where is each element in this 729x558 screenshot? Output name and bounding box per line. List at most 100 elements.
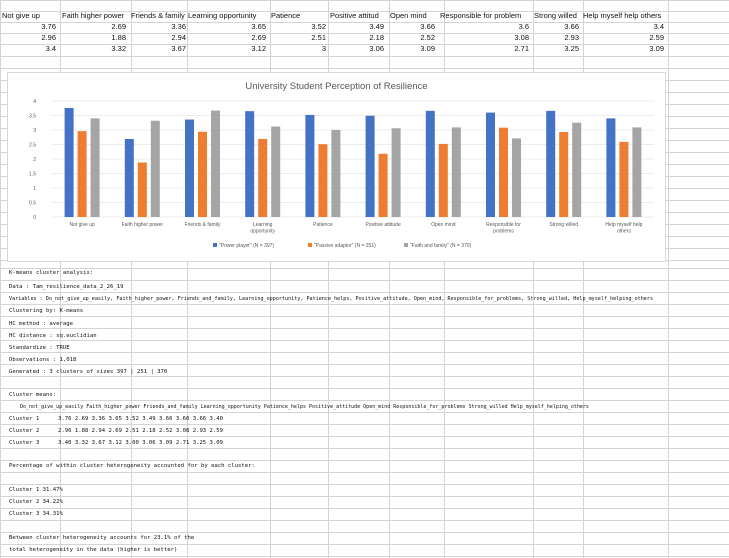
table-cell[interactable]: 1.88	[111, 33, 126, 42]
bar	[619, 141, 629, 217]
y-tick-label: 4	[33, 99, 36, 105]
bar	[365, 115, 375, 217]
table-cell[interactable]: 2.69	[111, 22, 126, 31]
y-tick-label: 0	[33, 215, 36, 221]
table-cell[interactable]: 2.18	[369, 33, 384, 42]
bar	[318, 144, 328, 217]
chart-container[interactable]: University Student Perception of Resilie…	[7, 72, 666, 262]
bar-chart: University Student Perception of Resilie…	[29, 81, 654, 249]
column-header[interactable]: Positive attitud	[330, 11, 379, 20]
x-tick-label: others	[617, 229, 631, 235]
bar	[137, 162, 147, 217]
legend-swatch	[404, 243, 408, 247]
x-tick-label: opportunity	[250, 229, 275, 235]
table-cell[interactable]: 2.93	[564, 33, 579, 42]
bar	[185, 119, 194, 217]
y-tick-label: 3.5	[29, 114, 36, 120]
table-cell[interactable]: 3.4	[45, 44, 56, 53]
cluster-row-values: 3.76 2.69 3.36 3.65 3.52 3.49 3.66 3.60 …	[58, 416, 224, 422]
table-cell[interactable]: 3.49	[369, 22, 384, 31]
hc-method-line: HC method : average	[9, 321, 73, 327]
cluster-means-header: Do_not_give_up_easily Faith_higher_power…	[20, 404, 589, 410]
column-header[interactable]: Friends & family	[131, 11, 185, 20]
table-cell[interactable]: 3.32	[111, 44, 126, 53]
bar	[632, 127, 642, 217]
between-line-1: Between cluster heterogeneity accounts f…	[9, 535, 195, 541]
table-cell[interactable]: 2.71	[514, 44, 529, 53]
table-cell[interactable]: 3.76	[41, 22, 56, 31]
bar	[499, 127, 508, 217]
legend-label: "Power player" (N = 397)	[219, 243, 274, 249]
heterogeneity-label: Percentage of within cluster heterogenei…	[9, 463, 255, 469]
cluster-row-label: Cluster 2	[9, 428, 40, 434]
table-cell[interactable]: 3.66	[564, 22, 579, 31]
x-tick-label: Learning	[253, 222, 273, 228]
y-tick-label: 1.5	[29, 172, 36, 178]
table-cell[interactable]: 2.52	[420, 33, 435, 42]
legend-swatch	[213, 243, 217, 247]
bar	[486, 112, 495, 217]
bar	[198, 131, 207, 217]
table-cell[interactable]: 2.94	[171, 33, 186, 42]
table-cell[interactable]: 2.96	[41, 33, 56, 42]
column-header[interactable]: Not give up	[2, 11, 40, 20]
table-cell[interactable]: 3.4	[653, 22, 664, 31]
table-cell[interactable]: 3.25	[564, 44, 579, 53]
x-tick-label: Faith higher power	[122, 222, 164, 228]
table-cell[interactable]: 2.59	[649, 33, 664, 42]
analysis-title: K-means cluster analysis:	[9, 270, 94, 276]
bar	[245, 111, 255, 217]
table-cell[interactable]: 3.09	[420, 44, 435, 53]
bar	[90, 118, 100, 217]
x-tick-label: Open mind	[431, 222, 456, 228]
table-cell[interactable]: 3	[321, 44, 326, 53]
bar	[425, 110, 435, 217]
table-cell[interactable]: 3.6	[518, 22, 529, 31]
observations-line: Observations : 1,018	[9, 357, 77, 363]
table-cell[interactable]: 3.36	[171, 22, 186, 31]
y-tick-label: 3	[33, 128, 36, 134]
column-header[interactable]: Learning opportunity	[188, 11, 257, 20]
bar	[305, 114, 315, 217]
between-line-2: total heterogeneity in the data (higher …	[9, 547, 178, 553]
table-cell[interactable]: 3.08	[514, 33, 529, 42]
x-tick-label: Positive attitude	[365, 222, 401, 228]
legend-swatch	[308, 243, 312, 247]
table-cell[interactable]: 3.52	[311, 22, 326, 31]
bar	[258, 138, 268, 217]
column-header[interactable]: Open mind	[390, 11, 427, 20]
table-cell[interactable]: 3.09	[649, 44, 664, 53]
table-cell[interactable]: 3.67	[171, 44, 186, 53]
bar	[559, 132, 569, 217]
x-tick-label: Strong willed	[549, 222, 578, 228]
heterogeneity-row: Cluster 2 34.22%	[9, 499, 63, 505]
x-tick-label: Help myself help	[605, 222, 642, 228]
y-tick-label: 2.5	[29, 143, 36, 149]
bar	[391, 128, 401, 217]
x-tick-label: Friends & family	[185, 222, 221, 228]
table-cell[interactable]: 3.12	[251, 44, 266, 53]
table-cell[interactable]: 2.51	[311, 33, 326, 42]
table-cell[interactable]: 2.69	[251, 33, 266, 42]
column-header[interactable]: Help myself help others	[583, 11, 662, 20]
y-tick-label: 1	[33, 186, 36, 192]
bar	[271, 126, 281, 217]
cluster-row-label: Cluster 1	[9, 416, 40, 422]
column-header[interactable]: Strong willed	[534, 11, 577, 20]
clustering-line: Clustering by: K-means	[9, 308, 84, 314]
table-cell[interactable]: 3.06	[369, 44, 384, 53]
column-header[interactable]: Faith higher power	[62, 11, 125, 20]
table-cell[interactable]: 3.65	[251, 22, 266, 31]
x-tick-label: Not give up	[69, 222, 95, 228]
cluster-means-label: Cluster means:	[9, 392, 57, 398]
bar	[546, 110, 556, 217]
bar	[211, 110, 220, 217]
column-header[interactable]: Responsible for problem	[440, 11, 522, 20]
x-tick-label: problems	[493, 229, 514, 235]
heterogeneity-row: Cluster 3 34.31%	[9, 511, 63, 517]
x-tick-label: Responsible for	[486, 222, 521, 228]
table-cell[interactable]: 3.66	[420, 22, 435, 31]
bar	[124, 138, 134, 217]
column-header[interactable]: Patience	[271, 11, 301, 20]
bar	[331, 130, 341, 217]
